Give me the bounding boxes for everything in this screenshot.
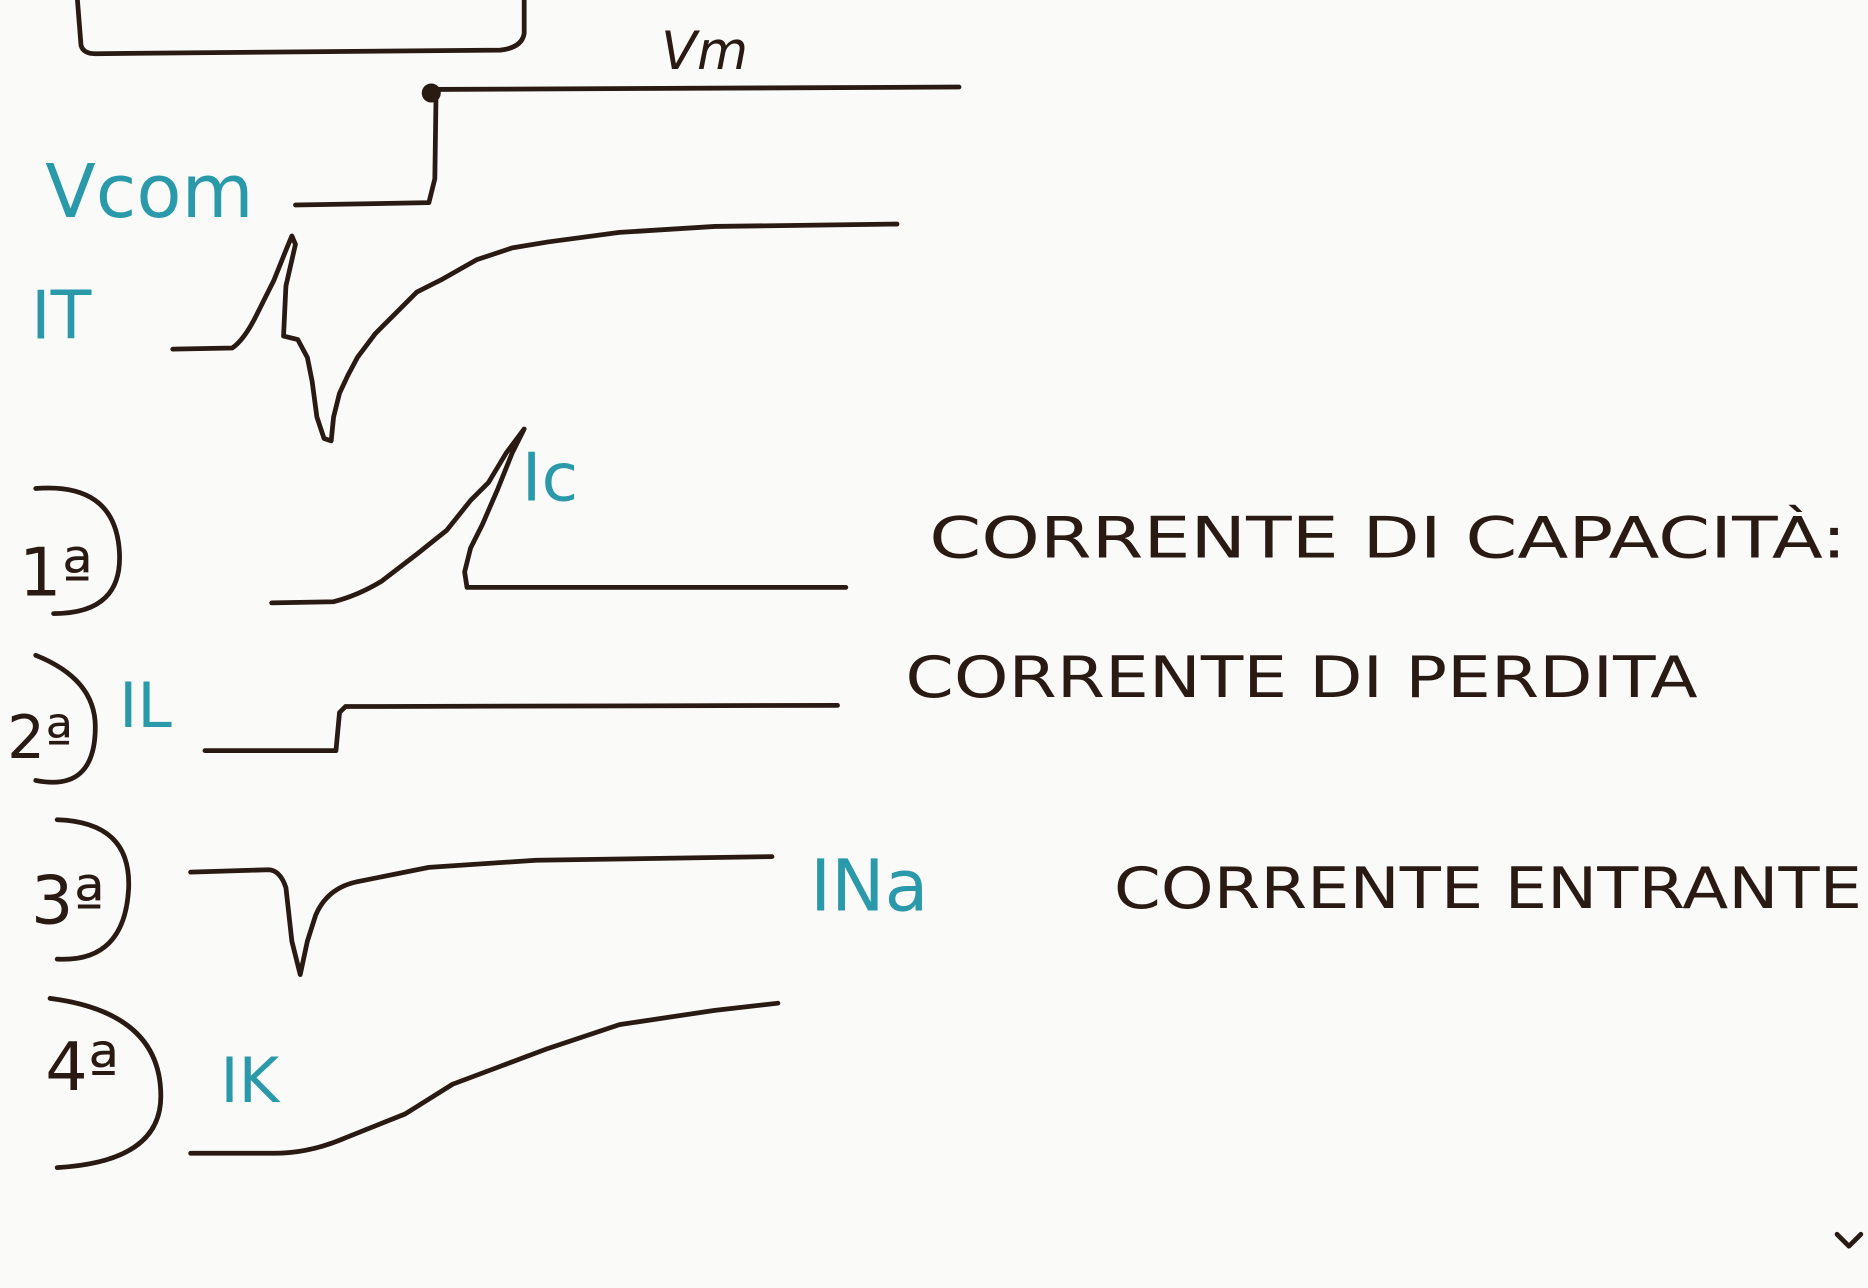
- il-trace: [202, 702, 840, 754]
- vcom-trace: [293, 93, 439, 208]
- step-number: 4ª: [45, 1028, 119, 1106]
- vcom-label: Vcom: [45, 149, 253, 235]
- step-description: CORRENTE DI PERDITA: [905, 645, 1697, 711]
- bracket: [33, 652, 98, 785]
- vm-label: Vm: [661, 21, 748, 82]
- it-trace: [170, 221, 900, 444]
- vm-trace: [428, 84, 962, 92]
- ina-trace: [188, 854, 775, 977]
- chevron: [1834, 1231, 1864, 1249]
- step-description: CORRENTE ENTRANTE: [1114, 856, 1862, 922]
- ik-label: IK: [220, 1045, 280, 1117]
- step-number: 3ª: [31, 861, 105, 939]
- ic-label: Ic: [522, 438, 578, 516]
- step-number: 1ª: [19, 534, 93, 612]
- box: [75, 0, 527, 57]
- step-number: 2ª: [7, 704, 73, 773]
- it-label: IT: [31, 276, 92, 354]
- bracket: [54, 817, 132, 962]
- ina-label: INa: [810, 844, 928, 927]
- bracket: [47, 996, 164, 1170]
- step-description: CORRENTE DI CAPACITÀ:: [929, 504, 1846, 572]
- bracket: [33, 485, 122, 617]
- ik-trace: [188, 1000, 781, 1156]
- il-label: IL: [119, 670, 172, 742]
- ic-trace: [269, 426, 849, 606]
